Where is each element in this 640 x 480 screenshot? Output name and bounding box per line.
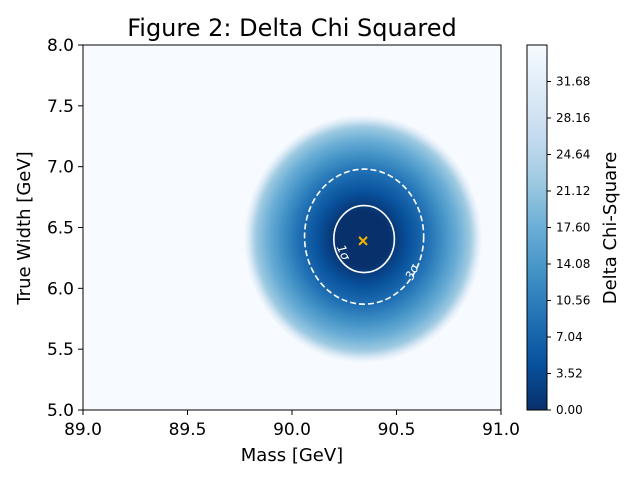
x-axis-label: Mass [GeV] <box>241 445 343 466</box>
y-tick-label: 6.0 <box>47 279 74 299</box>
colorbar-tick-label: 3.52 <box>556 367 583 381</box>
chart-title: Figure 2: Delta Chi Squared <box>127 14 457 42</box>
colorbar-label: Delta Chi-Square <box>600 152 621 305</box>
x-tick-label: 91.0 <box>482 420 520 440</box>
contour-3-sigma <box>303 168 425 305</box>
x-tick-label: 90.5 <box>378 420 416 440</box>
contour-1-sigma <box>333 204 396 274</box>
x-tick-label: 89.0 <box>64 420 102 440</box>
colorbar <box>526 44 548 411</box>
colorbar-tick-label: 21.12 <box>556 184 590 198</box>
y-tick-label: 7.5 <box>47 97 74 117</box>
y-axis-label: True Width [GeV] <box>14 151 35 305</box>
x-tick-label: 89.5 <box>169 420 207 440</box>
colorbar-tick-label: 28.16 <box>556 111 590 125</box>
y-tick-label: 6.5 <box>47 219 74 239</box>
minimum-marker <box>358 236 368 246</box>
colorbar-tick-label: 14.08 <box>556 257 590 271</box>
y-tick-label: 5.5 <box>47 340 74 360</box>
colorbar-tick-label: 24.64 <box>556 148 590 162</box>
colorbar-tick-label: 7.04 <box>556 330 583 344</box>
y-tick-label: 8.0 <box>47 36 74 56</box>
contour-3-sigma-label: 3σ <box>402 262 421 282</box>
contour-1-sigma-label: 1σ <box>334 243 353 263</box>
colorbar-tick-label: 10.56 <box>556 294 590 308</box>
y-tick-label: 7.0 <box>47 158 74 178</box>
heatmap-field <box>243 114 483 363</box>
y-tick-label: 5.0 <box>47 401 74 421</box>
colorbar-tick-label: 17.60 <box>556 221 590 235</box>
x-tick-label: 90.0 <box>273 420 311 440</box>
minimum-marker-stroke <box>358 236 368 246</box>
colorbar-tick-label: 0.00 <box>556 403 583 417</box>
colorbar-tick-label: 31.68 <box>556 75 590 89</box>
